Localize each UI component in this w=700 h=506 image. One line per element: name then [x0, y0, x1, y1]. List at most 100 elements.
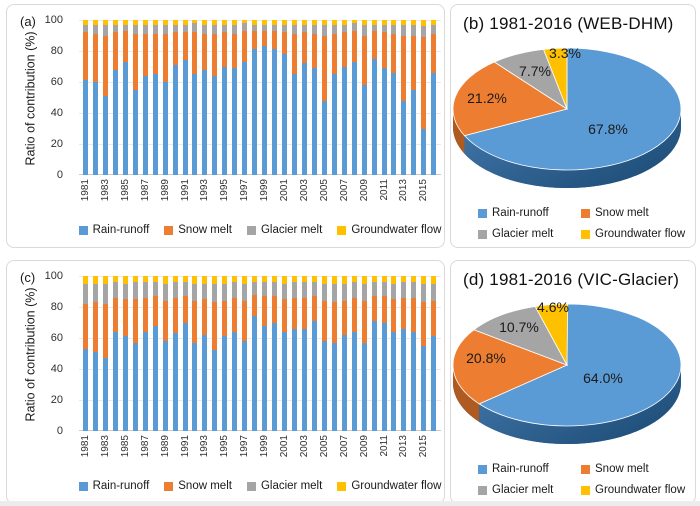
bar-segment-glacier-melt — [262, 24, 268, 31]
bar-segment-groundwater-flow — [122, 276, 128, 284]
bar-segment-groundwater-flow — [182, 276, 188, 283]
pie-b: 67.8% 21.2% 7.7% 3.3% — [451, 39, 693, 216]
x-tick-label: 1993 — [199, 179, 211, 202]
bar-segment-glacier-melt — [331, 24, 337, 34]
x-tick-label: 2003 — [298, 435, 310, 458]
pie-slice-groundwater-flow — [534, 303, 569, 367]
bar-segment-snow-melt — [331, 302, 337, 343]
bar-segment-groundwater-flow — [152, 276, 158, 283]
bar-1985 — [122, 20, 128, 175]
bar-segment-snow-melt — [311, 33, 317, 69]
bar-segment-snow-melt — [252, 30, 258, 50]
pie-chart-svg: 64.0% 20.8% 10.7% 4.6% — [452, 299, 682, 444]
x-tick-label: 2003 — [298, 179, 310, 202]
bar-segment-snow-melt — [361, 35, 367, 86]
bar-segment-snow-melt — [331, 33, 337, 75]
bar-segment-groundwater-flow — [172, 20, 178, 25]
y-tick-label: 0 — [56, 169, 63, 181]
bar-segment-rain-runoff — [142, 331, 148, 431]
bar-segment-snow-melt — [122, 30, 128, 62]
bar-segment-glacier-melt — [182, 282, 188, 297]
bar-segment-rain-runoff — [192, 74, 198, 175]
bar-segment-glacier-melt — [202, 24, 208, 34]
bar-segment-rain-runoff — [132, 342, 138, 431]
bar-segment-glacier-melt — [321, 24, 327, 36]
bar-segment-groundwater-flow — [421, 20, 427, 27]
bar-segment-groundwater-flow — [132, 20, 138, 25]
bar-segment-groundwater-flow — [291, 276, 297, 283]
x-tick-label: 1999 — [259, 435, 271, 458]
bar-2015 — [421, 20, 427, 175]
bar-segment-glacier-melt — [202, 283, 208, 300]
bar-1993 — [202, 20, 208, 175]
bar-1995 — [222, 20, 228, 175]
bar-1998 — [252, 20, 258, 175]
bar-segment-glacier-melt — [301, 282, 307, 298]
bar-segment-rain-runoff — [242, 61, 248, 175]
bar-2011 — [381, 20, 387, 175]
bar-segment-groundwater-flow — [391, 276, 397, 284]
bar-segment-rain-runoff — [331, 74, 337, 175]
x-tick-label: 1999 — [259, 179, 271, 202]
bar-segment-groundwater-flow — [102, 276, 108, 284]
bar-segment-groundwater-flow — [182, 20, 188, 25]
bar-segment-groundwater-flow — [361, 20, 367, 25]
panel-b-pie-chart: (b) 1981-2016 (WEB-DHM) 67.8% 21.2% 7.7% 3.… — [450, 4, 696, 248]
bar-segment-rain-runoff — [212, 75, 218, 175]
bar-1993 — [202, 276, 208, 431]
bar-segment-rain-runoff — [331, 342, 337, 431]
bar-segment-groundwater-flow — [83, 276, 88, 284]
bar-segment-glacier-melt — [132, 24, 138, 34]
bar-segment-snow-melt — [351, 297, 357, 332]
bar-1983 — [102, 20, 108, 175]
x-tick-label: 2005 — [318, 435, 330, 458]
bar-segment-glacier-melt — [122, 24, 128, 31]
bar-segment-snow-melt — [222, 32, 228, 67]
x-tick-label: 1991 — [179, 435, 191, 458]
legend-item: Groundwater flow — [337, 224, 441, 236]
legend-c: Rain-runoff Snow melt Glacier melt Groundwa… — [78, 480, 441, 492]
legend-label: Groundwater flow — [595, 484, 686, 496]
gridline-20 — [79, 400, 441, 401]
x-tick-label: 2007 — [338, 435, 350, 458]
bar-segment-groundwater-flow — [252, 276, 258, 283]
bar-segment-rain-runoff — [361, 85, 367, 175]
bar-1989 — [162, 276, 168, 431]
pie-slice-snow-melt — [452, 329, 569, 405]
legend-item: Rain-runoff — [78, 480, 149, 492]
legend-label: Rain-runoff — [492, 463, 549, 475]
bar-segment-snow-melt — [83, 303, 88, 349]
bar-2004 — [311, 276, 317, 431]
bar-segment-groundwater-flow — [401, 20, 407, 25]
bar-segment-snow-melt — [172, 32, 178, 65]
bar-2013 — [401, 20, 407, 175]
gridline-100 — [79, 20, 441, 21]
bar-segment-rain-runoff — [212, 350, 218, 431]
bar-1982 — [92, 276, 98, 431]
bar-segment-glacier-melt — [122, 283, 128, 300]
bar-segment-groundwater-flow — [192, 276, 198, 284]
bar-segment-groundwater-flow — [311, 20, 317, 25]
x-tick-label: 2001 — [279, 435, 290, 458]
bar-segment-glacier-melt — [301, 24, 307, 33]
gridline-80 — [79, 307, 441, 308]
bar-1981 — [83, 276, 88, 431]
x-tick-label: 2011 — [378, 179, 390, 201]
bar-segment-groundwater-flow — [142, 276, 148, 283]
bar-1982 — [92, 20, 98, 175]
bar-1997 — [242, 20, 248, 175]
bar-segment-groundwater-flow — [301, 276, 307, 283]
x-tick-label: 1993 — [199, 435, 211, 458]
bar-segment-snow-melt — [272, 30, 278, 50]
legend-swatch — [164, 481, 174, 491]
bar-segment-rain-runoff — [301, 328, 307, 431]
bar-segment-rain-runoff — [162, 341, 168, 431]
y-tick-label: 60 — [50, 332, 63, 344]
bar-segment-glacier-melt — [152, 24, 158, 34]
bar-segment-groundwater-flow — [92, 276, 98, 284]
bar-segment-glacier-melt — [291, 24, 297, 34]
panel-label-c: (c) — [20, 270, 36, 285]
bar-2006 — [331, 276, 337, 431]
bar-segment-snow-melt — [401, 297, 407, 329]
bar-segment-rain-runoff — [401, 100, 407, 175]
